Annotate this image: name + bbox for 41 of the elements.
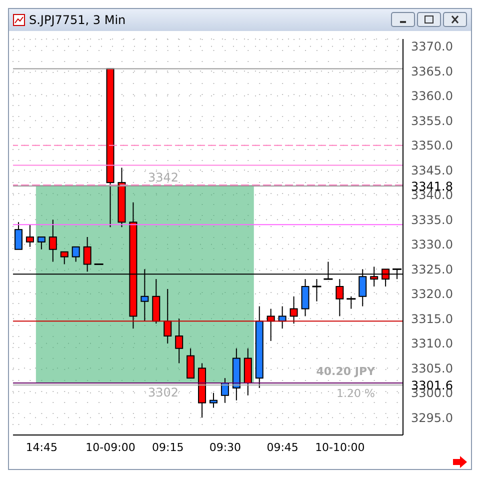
- y-tick-label: 3330.0: [411, 238, 453, 252]
- candlestick: [164, 288, 172, 344]
- y-tick-label: 3315.0: [411, 312, 453, 326]
- y-tick-label: 3345.0: [411, 163, 453, 178]
- candlestick: [312, 278, 322, 302]
- candlestick: [14, 222, 22, 250]
- annotation: 3302: [148, 385, 179, 400]
- candlestick: [336, 278, 344, 317]
- x-tick-label: 10-09:00: [86, 440, 136, 454]
- x-tick-label: 09:45: [266, 440, 298, 454]
- candlestick: [83, 236, 92, 272]
- y-tick-label: 3350.0: [411, 138, 453, 153]
- x-tick-label: 10-10:00: [315, 440, 365, 454]
- y-tick-label: 3370.0: [411, 40, 453, 54]
- y-tick-label: 3305.0: [411, 361, 453, 376]
- candlestick: [175, 318, 184, 364]
- candlestick: [60, 251, 68, 265]
- y-tick-label: 3355.0: [411, 114, 453, 128]
- y-tick-label: 3365.0: [411, 64, 453, 78]
- candlestick: [26, 224, 34, 248]
- annotation: 3342: [148, 170, 179, 184]
- annotation: 40.20 JPY: [316, 365, 375, 378]
- candlestick: [290, 296, 298, 324]
- y-tick-label: 3310.0: [411, 336, 453, 351]
- candlestick: [210, 392, 218, 408]
- y-tick-label: 3360.0: [411, 89, 453, 104]
- candlestick: [186, 348, 195, 379]
- x-tick-label: 09:15: [152, 440, 184, 454]
- candlestick: [346, 296, 356, 310]
- annotation: 1.20 %: [336, 387, 375, 400]
- candlestick: [301, 278, 310, 317]
- candlestick: [37, 236, 46, 250]
- x-tick-label: 14:45: [26, 440, 58, 454]
- candlestick: [48, 219, 57, 262]
- candlestick: [72, 246, 80, 262]
- y-tick-label: 3295.0: [411, 410, 453, 425]
- y-tick-label: 3320.0: [411, 287, 453, 302]
- x-tick-label: 09:30: [209, 440, 242, 454]
- chart-title: S.JPJ7751, 3 Min: [29, 13, 126, 27]
- y-tick-label: 3325.0: [411, 262, 453, 276]
- y-tick-label: 3335.0: [411, 212, 453, 227]
